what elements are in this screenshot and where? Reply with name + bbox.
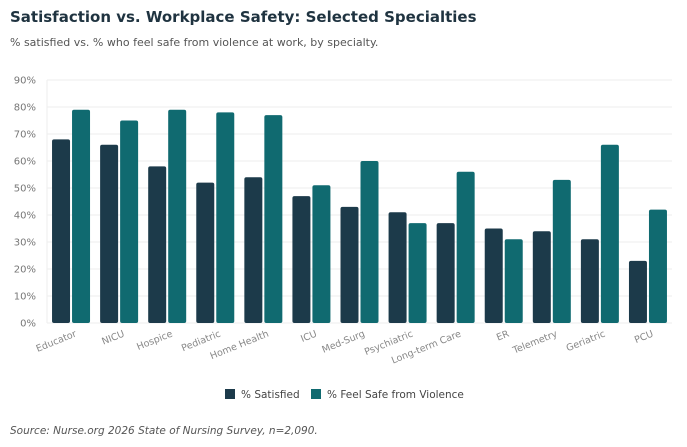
legend-swatch — [311, 389, 321, 399]
source-note: Source: Nurse.org 2026 State of Nursing … — [10, 425, 318, 437]
x-tick-label: ICU — [299, 329, 318, 345]
bar-safe — [456, 171, 475, 323]
x-tick-label: Geriatric — [565, 329, 607, 355]
bar-safe — [264, 115, 283, 323]
bar-satisfied — [100, 144, 119, 323]
bar-safe — [600, 144, 619, 323]
bar-satisfied — [148, 166, 167, 323]
x-tick-label: Hospice — [135, 329, 174, 353]
legend-swatch — [225, 389, 235, 399]
bar-satisfied — [580, 239, 599, 323]
legend-label: % Feel Safe from Violence — [327, 389, 464, 401]
y-tick-label: 70% — [14, 130, 36, 141]
bar-safe — [120, 120, 139, 323]
y-tick-label: 0% — [20, 319, 36, 330]
y-tick-label: 10% — [14, 292, 36, 303]
chart-subtitle: % satisfied vs. % who feel safe from vio… — [10, 36, 379, 49]
bar-safe — [168, 109, 187, 323]
bar-safe — [360, 161, 379, 323]
bar-satisfied — [196, 182, 215, 323]
x-tick-label: Telemetry — [510, 328, 559, 356]
y-tick-label: 30% — [14, 238, 36, 249]
y-tick-label: 90% — [14, 76, 36, 87]
y-tick-label: 80% — [14, 103, 36, 114]
bar-safe — [216, 112, 235, 324]
x-tick-label: PCU — [633, 329, 655, 346]
y-tick-label: 60% — [14, 157, 36, 168]
bar-safe — [552, 179, 571, 323]
bar-satisfied — [628, 260, 647, 323]
bar-satisfied — [436, 223, 455, 323]
legend-label: % Satisfied — [241, 389, 300, 401]
bar-satisfied — [244, 177, 263, 323]
x-tick-label: Med-Surg — [320, 329, 366, 356]
bar-satisfied — [532, 231, 551, 323]
bar-satisfied — [292, 196, 311, 323]
chart-title: Satisfaction vs. Workplace Safety: Selec… — [10, 8, 477, 26]
x-tick-label: Educator — [35, 329, 79, 355]
bar-satisfied — [484, 228, 503, 323]
bar-safe — [72, 109, 91, 323]
y-tick-label: 50% — [14, 184, 36, 195]
x-tick-label: NICU — [100, 329, 126, 348]
bar-safe — [648, 209, 667, 323]
y-tick-label: 40% — [14, 211, 36, 222]
bar-safe — [504, 239, 523, 323]
bar-safe — [408, 223, 427, 323]
x-tick-label: ER — [495, 328, 511, 343]
bar-satisfied — [52, 139, 71, 323]
bar-satisfied — [340, 206, 359, 323]
bar-safe — [312, 185, 331, 323]
y-tick-label: 20% — [14, 265, 36, 276]
bar-satisfied — [388, 212, 407, 323]
